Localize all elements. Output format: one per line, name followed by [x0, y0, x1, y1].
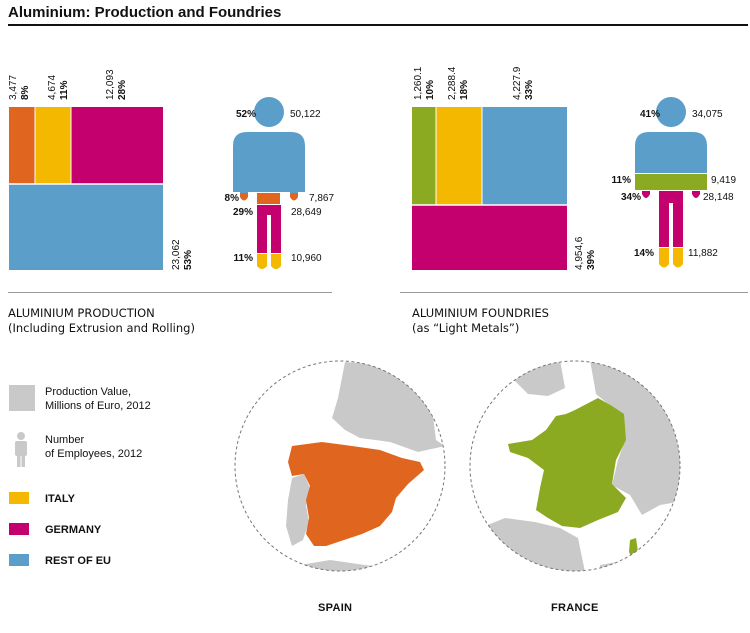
- found-resteu-share: 33%: [524, 80, 535, 100]
- legend-germany-label: GERMANY: [45, 524, 102, 536]
- legend-resteu-label: REST OF EU: [45, 555, 112, 567]
- treemap-cell-italy: [35, 107, 71, 184]
- foundries-rule: [400, 292, 748, 293]
- prod-italy-share: 11%: [59, 80, 70, 100]
- treemap-cell-italy: [436, 107, 482, 205]
- treemap-cell-rest-eu: [482, 107, 567, 205]
- found-germany-share: 39%: [586, 250, 597, 270]
- torso-rest-eu: [233, 132, 305, 194]
- treemap-cell-germany: [71, 107, 163, 184]
- prod-germany-value: 12,093: [105, 69, 116, 100]
- spain-shape: [288, 442, 424, 546]
- found-emp-italy-count: 11,882: [688, 248, 718, 259]
- foundries-employees-figure: [635, 97, 707, 268]
- found-emp-france-share: 11%: [612, 175, 632, 186]
- treemap-cell-spain: [9, 107, 35, 184]
- production-subtitle: (Including Extrusion and Rolling): [8, 321, 195, 335]
- legend-grey-square: [9, 385, 35, 411]
- band-france: [635, 174, 707, 190]
- prod-emp-italy-share: 11%: [234, 253, 254, 264]
- found-resteu-value: 4,227.9: [512, 66, 523, 100]
- found-italy-share: 18%: [459, 80, 470, 100]
- prod-emp-spain-count: 7,867: [309, 193, 334, 204]
- legend-germany-swatch: [9, 523, 29, 535]
- production-heading: ALUMINIUM PRODUCTION (Including Extrusio…: [8, 306, 195, 336]
- treemap-cell-france: [412, 107, 436, 205]
- prod-emp-germany-share: 29%: [233, 207, 253, 218]
- found-emp-germany-share: 34%: [621, 192, 641, 203]
- found-france-value: 1,260.1: [413, 66, 424, 100]
- france-caption: FRANCE: [551, 602, 599, 614]
- legend-resteu-swatch: [9, 554, 29, 566]
- found-emp-germany-count: 28,148: [703, 192, 734, 203]
- foundries-title: ALUMINIUM FOUNDRIES: [412, 306, 549, 320]
- found-emp-resteu-share: 41%: [640, 109, 660, 120]
- france-shape: [508, 398, 626, 528]
- foundries-heading: ALUMINIUM FOUNDRIES (as “Light Metals”): [412, 306, 549, 336]
- legend-person-icon: [15, 432, 27, 467]
- head: [254, 97, 284, 127]
- found-france-share: 10%: [425, 80, 436, 100]
- found-italy-value: 2,288.4: [447, 66, 458, 100]
- prod-resteu-share: 53%: [183, 250, 194, 270]
- legs-germany: [257, 205, 267, 253]
- legend-italy-label: ITALY: [45, 493, 75, 505]
- title-rule: [8, 24, 748, 26]
- foundries-subtitle: (as “Light Metals”): [412, 321, 520, 335]
- france-map: [469, 360, 681, 572]
- prod-spain-value: 3,477: [8, 75, 19, 100]
- legend-italy-swatch: [9, 492, 29, 504]
- treemap-cell-germany: [412, 205, 567, 270]
- foundries-treemap: [412, 107, 567, 270]
- legend-production-value: Production Value, Millions of Euro, 2012: [45, 386, 151, 412]
- found-emp-resteu-count: 34,075: [692, 109, 723, 120]
- treemap-cell-rest-eu: [9, 184, 163, 270]
- prod-emp-spain-share: 8%: [225, 193, 240, 204]
- prod-emp-germany-count: 28,649: [291, 207, 322, 218]
- found-emp-france-count: 9,419: [711, 175, 736, 186]
- prod-germany-share: 28%: [117, 80, 128, 100]
- spain-map: [234, 360, 446, 572]
- corsica-shape: [629, 538, 638, 560]
- prod-emp-resteu-count: 50,122: [290, 109, 321, 120]
- production-rule: [8, 292, 332, 293]
- head: [656, 97, 686, 127]
- band-spain: [257, 193, 280, 204]
- prod-emp-resteu-share: 52%: [236, 109, 256, 120]
- spain-caption: SPAIN: [318, 602, 353, 614]
- feet-italy: [257, 254, 267, 269]
- spain-map-frame: [234, 360, 446, 572]
- feet-italy: [659, 248, 669, 268]
- prod-spain-share: 8%: [20, 85, 31, 100]
- page-title: Aluminium: Production and Foundries: [8, 4, 282, 21]
- production-title: ALUMINIUM PRODUCTION: [8, 306, 155, 320]
- production-treemap: [9, 107, 163, 270]
- prod-resteu-value: 23,062: [171, 239, 182, 270]
- prod-emp-italy-count: 10,960: [291, 253, 322, 264]
- torso-rest-eu: [635, 132, 707, 173]
- france-map-frame: [469, 360, 681, 572]
- production-employees-figure: [233, 97, 305, 269]
- found-emp-italy-share: 14%: [634, 248, 654, 259]
- prod-italy-value: 4,674: [47, 75, 58, 100]
- found-germany-value: 4,954,6: [574, 236, 585, 270]
- legend-employees: Number of Employees, 2012: [45, 434, 143, 460]
